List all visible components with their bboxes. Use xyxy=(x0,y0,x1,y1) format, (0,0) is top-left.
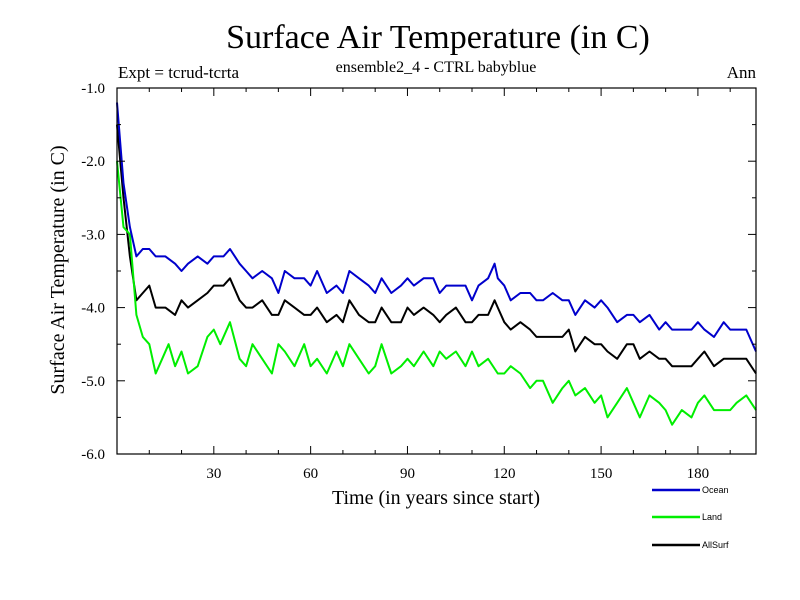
season-note: Ann xyxy=(727,63,757,82)
legend: Ocean Land AllSurf xyxy=(652,485,729,550)
y-tick-label: -2.0 xyxy=(81,154,105,170)
legend-label-ocean: Ocean xyxy=(702,485,729,495)
experiment-note: Expt = tcrud-tcrta xyxy=(118,63,239,82)
axis-layer: 30 60 90 120 150 180 -1.0 -2.0 -3.0 -4.0 -5.0 -6.0 xyxy=(81,81,756,482)
y-tick-label: -3.0 xyxy=(81,227,105,243)
x-tick-label: 90 xyxy=(400,466,415,482)
x-tick-label: 30 xyxy=(206,466,221,482)
x-tick-label: 150 xyxy=(590,466,613,482)
y-tick-label: -4.0 xyxy=(81,301,105,317)
x-axis-label: Time (in years since start) xyxy=(332,487,540,509)
y-axis-label: Surface Air Temperature (in C) xyxy=(47,145,69,394)
y-tick-label: -6.0 xyxy=(81,447,105,463)
series-line-allsurf xyxy=(116,124,757,375)
plot-frame xyxy=(116,87,757,455)
x-tick-label: 120 xyxy=(493,466,516,482)
y-tick-label: -5.0 xyxy=(81,374,105,390)
x-tick-label: 180 xyxy=(687,466,710,482)
chart-title: Surface Air Temperature (in C) xyxy=(226,19,650,56)
legend-label-land: Land xyxy=(702,512,722,522)
x-tick-label: 60 xyxy=(303,466,318,482)
legend-label-allsurf: AllSurf xyxy=(702,540,729,550)
series-line-ocean xyxy=(116,102,757,352)
series-layer xyxy=(116,102,757,426)
chart-subtitle: ensemble2_4 - CTRL babyblue xyxy=(336,59,537,76)
y-tick-label: -1.0 xyxy=(81,81,105,97)
series-line-land xyxy=(116,161,757,426)
